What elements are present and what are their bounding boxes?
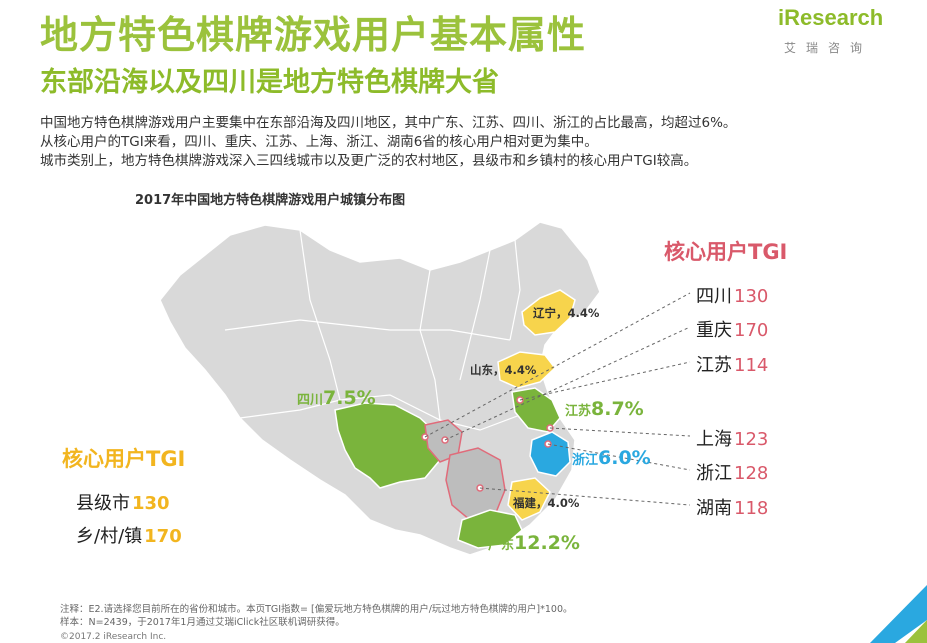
city-tgi-row: 县级市 130 <box>76 493 170 514</box>
logo-main-text: iResearch <box>778 5 884 30</box>
share-label-jiangsu: 江苏8.7% <box>565 398 644 420</box>
share-label-guangdong: 广东12.2% <box>488 532 580 554</box>
province-tgi-title: 核心用户TGI <box>664 240 788 264</box>
copyright: ©2017.2 iResearch Inc. <box>60 632 167 642</box>
description-line: 城市类别上，地方特色棋牌游戏深入三四线城市以及更广泛的农村地区，县级市和乡镇村的… <box>40 153 698 169</box>
footer-note: 注释：E2.请选择您目前所在的省份和城市。本页TGI指数= [偏爱玩地方特色棋牌… <box>60 604 573 615</box>
footer-notes: 注释：E2.请选择您目前所在的省份和城市。本页TGI指数= [偏爱玩地方特色棋牌… <box>60 603 573 629</box>
leader-lines <box>424 292 691 506</box>
iresearch-logo: iResearch 艾瑞咨询 <box>778 3 898 55</box>
province-tgi-row: 四川 130 <box>696 286 769 307</box>
share-label-shandong: 山东，4.4% <box>470 363 537 377</box>
share-label-fujian: 福建，4.0% <box>513 496 580 510</box>
province-shandong <box>497 351 557 389</box>
province-jiangsu <box>511 387 561 433</box>
province-markers <box>421 396 554 492</box>
province-liaoning <box>521 289 576 336</box>
corner-decoration <box>870 585 927 643</box>
province-zhejiang <box>529 431 571 477</box>
description: 中国地方特色棋牌游戏用户主要集中在东部沿海及四川地区，其中广东、江苏、四川、浙江… <box>40 114 736 171</box>
province-tgi-row: 湖南 118 <box>696 498 769 519</box>
province-tgi-row: 浙江 128 <box>696 463 769 484</box>
city-tgi-row: 乡/村/镇 170 <box>76 526 182 547</box>
province-fujian <box>507 477 551 521</box>
page-title: 地方特色棋牌游戏用户基本属性 <box>40 13 587 57</box>
province-tgi-row: 重庆 170 <box>696 320 769 341</box>
logo-sub-text: 艾瑞咨询 <box>784 41 873 55</box>
province-tgi-row: 江苏 114 <box>696 355 769 376</box>
description-line: 从核心用户的TGI来看，四川、重庆、江苏、上海、浙江、湖南6省的核心用户相对更为… <box>40 134 598 150</box>
page-subtitle: 东部沿海以及四川是地方特色棋牌大省 <box>40 67 499 98</box>
province-guangdong <box>457 509 523 549</box>
share-label-sichuan: 四川7.5% <box>297 387 376 409</box>
description-line: 中国地方特色棋牌游戏用户主要集中在东部沿海及四川地区，其中广东、江苏、四川、浙江… <box>40 115 737 131</box>
province-sichuan <box>334 402 441 489</box>
share-label-liaoning: 辽宁，4.4% <box>533 306 600 320</box>
city-tgi-title: 核心用户TGI <box>62 447 186 471</box>
share-label-zhejiang: 浙江6.0% <box>572 447 651 469</box>
footer-sample: 样本：N=2439，于2017年1月通过艾瑞iClick社区联机调研获得。 <box>60 617 345 628</box>
map-title: 2017年中国地方特色棋牌游戏用户城镇分布图 <box>135 193 406 208</box>
province-tgi-row: 上海 123 <box>696 429 769 450</box>
